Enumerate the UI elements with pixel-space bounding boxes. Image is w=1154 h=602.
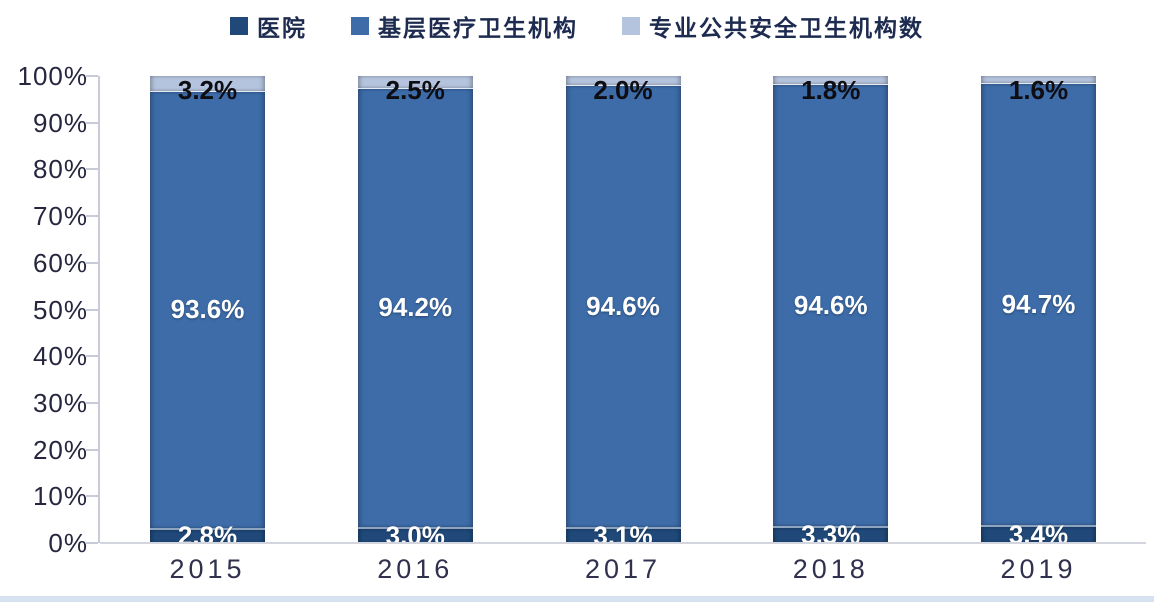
legend-item-0: 医院 — [230, 9, 307, 43]
value-label-middle: 94.2% — [378, 292, 453, 323]
bar-2016: 2.5% 94.2% 3.0% — [357, 76, 473, 543]
bar-segment-2 — [981, 76, 1096, 85]
x-axis-label-2019: 2019 — [1000, 554, 1077, 584]
y-axis-label: 90% — [32, 107, 88, 138]
bar-segment-0: 3.0% — [357, 522, 473, 543]
y-tick-mark — [86, 121, 98, 124]
bars-container: 3.2% 93.6% 2.8% 2.5% 94.2% 3.0% 2.0% 94.6% 3.1% 1… — [100, 76, 1146, 543]
bar-segment-1: 94.7% — [981, 84, 1096, 526]
value-label-bottom: 3.3% — [801, 519, 861, 543]
y-tick-mark — [86, 355, 98, 358]
value-label-top: 1.8% — [801, 76, 861, 105]
legend-label: 医院 — [257, 15, 307, 41]
bar-segment-1: 94.6% — [565, 86, 681, 527]
legend-item-2: 专业公共安全卫生机构数 — [622, 9, 924, 43]
bar-2015: 3.2% 93.6% 2.8% — [150, 76, 265, 543]
chart-legend: 医院 基层医疗卫生机构 专业公共安全卫生机构数 — [0, 8, 1154, 44]
legend-swatch-icon — [230, 17, 248, 35]
y-axis-label: 50% — [32, 294, 88, 325]
y-axis-label: 70% — [32, 201, 88, 232]
y-axis-label: 0% — [48, 528, 88, 558]
y-axis-label: 30% — [32, 387, 88, 418]
value-label-bottom: 3.1% — [593, 520, 653, 543]
bar-segment-0: 3.1% — [565, 521, 681, 543]
bar-segment-1: 94.2% — [357, 88, 473, 528]
legend-label: 基层医疗卫生机构 — [378, 15, 578, 41]
legend-swatch-icon — [351, 17, 369, 35]
value-label-top: 2.5% — [385, 76, 445, 105]
x-axis-line — [100, 542, 1146, 544]
value-label-top: 1.6% — [1008, 76, 1069, 105]
x-axis-label-2017: 2017 — [584, 554, 662, 584]
value-label-middle: 94.7% — [1001, 289, 1076, 320]
bar-2017: 2.0% 94.6% 3.1% — [565, 76, 681, 543]
y-axis-line — [98, 76, 100, 543]
legend-item-1: 基层医疗卫生机构 — [351, 9, 578, 43]
bar-2019: 1.6% 94.7% 3.4% — [981, 76, 1096, 543]
y-axis-label: 100% — [17, 61, 88, 91]
y-tick-mark — [86, 308, 98, 311]
value-label-bottom: 3.4% — [1008, 519, 1069, 543]
bar-segment-2 — [565, 76, 681, 87]
y-tick-mark — [86, 215, 98, 218]
y-tick-mark — [86, 448, 98, 451]
x-axis-labels: 2015 2016 2017 2018 2019 — [100, 554, 1146, 585]
x-axis-label-2016: 2016 — [377, 554, 454, 584]
y-tick-mark — [86, 495, 98, 498]
bar-segment-1: 93.6% — [150, 91, 265, 528]
bar-segment-0: 3.4% — [981, 521, 1096, 543]
bottom-strip — [0, 596, 1154, 602]
y-tick-mark — [86, 401, 98, 404]
value-label-bottom: 3.0% — [385, 520, 445, 543]
value-label-bottom: 2.8% — [177, 520, 238, 543]
x-axis-label-2018: 2018 — [792, 554, 869, 584]
value-label-top: 3.2% — [177, 76, 238, 105]
bar-segment-2 — [773, 76, 889, 86]
y-axis-label: 10% — [32, 481, 88, 512]
legend-swatch-icon — [622, 17, 640, 35]
value-label-middle: 93.6% — [170, 294, 245, 325]
bar-segment-0: 3.3% — [773, 521, 889, 543]
value-label-middle: 94.6% — [793, 289, 868, 320]
y-axis-label: 80% — [32, 154, 88, 185]
y-tick-mark — [86, 75, 98, 77]
value-label-top: 2.0% — [593, 76, 653, 105]
bar-segment-2 — [357, 76, 473, 89]
bar-segment-1: 94.6% — [773, 85, 889, 526]
plot-area: 3.2% 93.6% 2.8% 2.5% 94.2% 3.0% 2.0% 94.6% 3.1% 1… — [86, 75, 1146, 544]
x-axis-label-2015: 2015 — [169, 554, 246, 584]
legend-label: 专业公共安全卫生机构数 — [649, 15, 924, 41]
y-axis-label: 40% — [32, 341, 88, 372]
y-tick-mark — [86, 261, 98, 264]
bar-segment-2 — [150, 76, 265, 92]
value-label-middle: 94.6% — [586, 290, 660, 321]
y-axis-label: 60% — [32, 247, 88, 278]
bar-segment-0: 2.8% — [150, 522, 265, 543]
y-tick-mark — [86, 542, 98, 544]
y-tick-mark — [86, 168, 98, 171]
y-axis-label: 20% — [32, 434, 88, 465]
bar-2018: 1.8% 94.6% 3.3% — [773, 76, 889, 543]
